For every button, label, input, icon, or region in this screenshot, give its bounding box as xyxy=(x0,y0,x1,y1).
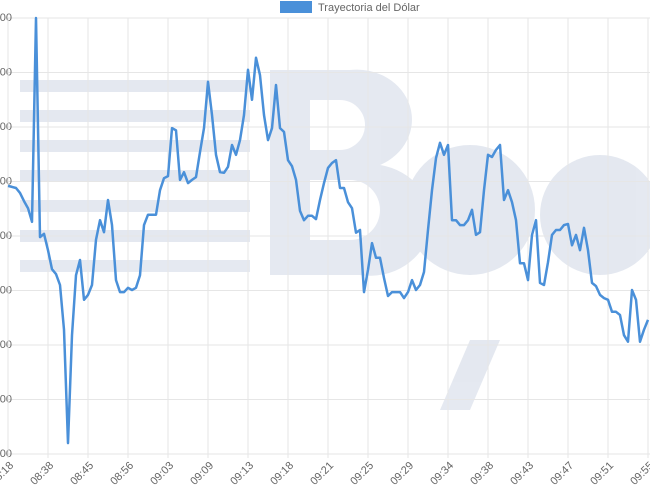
x-tick-label: 09:09 xyxy=(188,460,216,487)
y-tick-label: 00 xyxy=(0,66,12,78)
legend-item: Trayectoria del Dólar xyxy=(280,1,420,14)
x-tick-label: 09:34 xyxy=(428,460,456,487)
data-line xyxy=(7,16,650,445)
legend-label: Trayectoria del Dólar xyxy=(318,2,420,14)
y-tick-label: 00 xyxy=(0,230,12,242)
y-tick-label: 00 xyxy=(0,175,12,187)
x-tick-label: 09:03 xyxy=(148,460,176,487)
x-tick-label: 09:13 xyxy=(228,460,256,487)
x-tick-label: 09:55 xyxy=(628,460,650,487)
legend-swatch xyxy=(280,1,312,13)
x-tick-label: 09:47 xyxy=(548,460,576,487)
x-tick-label: 09:38 xyxy=(468,460,496,487)
y-tick-label: 00 xyxy=(0,339,12,351)
x-tick-label: 08:45 xyxy=(68,460,96,487)
x-tick-label: 09:18 xyxy=(268,460,296,487)
y-tick-label: 00 xyxy=(0,12,12,24)
y-tick-label: 00 xyxy=(0,121,12,133)
y-tick-label: 00 xyxy=(0,284,12,296)
x-tick-label: 08:38 xyxy=(28,460,56,487)
y-tick-label: 00 xyxy=(0,393,12,405)
x-tick-label: 09:25 xyxy=(348,460,376,487)
x-tick-label: 09:43 xyxy=(508,460,536,487)
x-tick-label: 08:18 xyxy=(0,460,16,487)
x-tick-label: 08:56 xyxy=(108,460,136,487)
x-tick-label: 09:29 xyxy=(388,460,416,487)
x-tick-label: 09:21 xyxy=(308,460,336,487)
x-tick-label: 09:51 xyxy=(588,460,616,487)
y-tick-label: 00 xyxy=(0,448,12,460)
watermark xyxy=(20,69,650,410)
